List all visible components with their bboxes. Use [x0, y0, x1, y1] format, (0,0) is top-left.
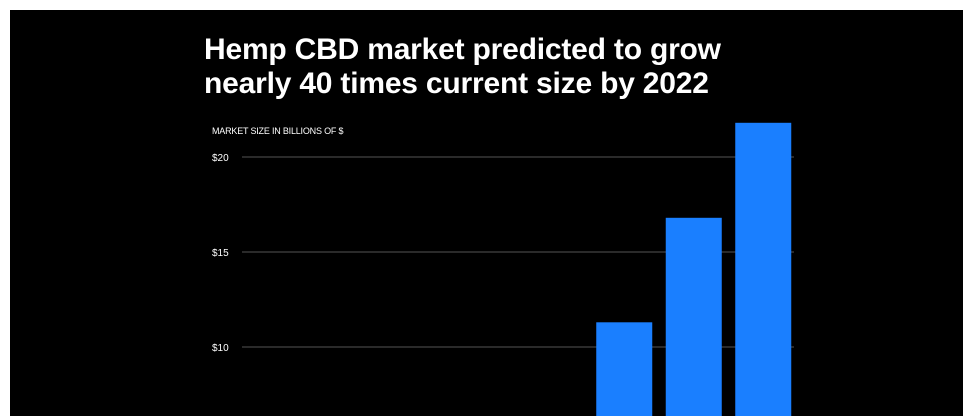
chart-title-line-1: Hemp CBD market predicted to grow	[204, 33, 721, 66]
bar-chart: $20 $15 $10	[212, 122, 794, 416]
chart-title-line-2: nearly 40 times current size by 2022	[204, 67, 709, 100]
chart-panel: Hemp CBD market predicted to grow nearly…	[10, 10, 963, 416]
y-tick-label-2: $10	[212, 343, 229, 354]
y-tick-label-1: $15	[212, 248, 229, 259]
y-tick-label-0: $20	[212, 153, 229, 164]
bar-2	[735, 122, 792, 416]
chart-title: Hemp CBD market predicted to grow nearly…	[204, 33, 721, 101]
bar-0	[596, 322, 653, 416]
bar-1	[665, 217, 722, 416]
y-axis-label: MARKET SIZE IN BILLIONS OF $	[212, 126, 344, 136]
